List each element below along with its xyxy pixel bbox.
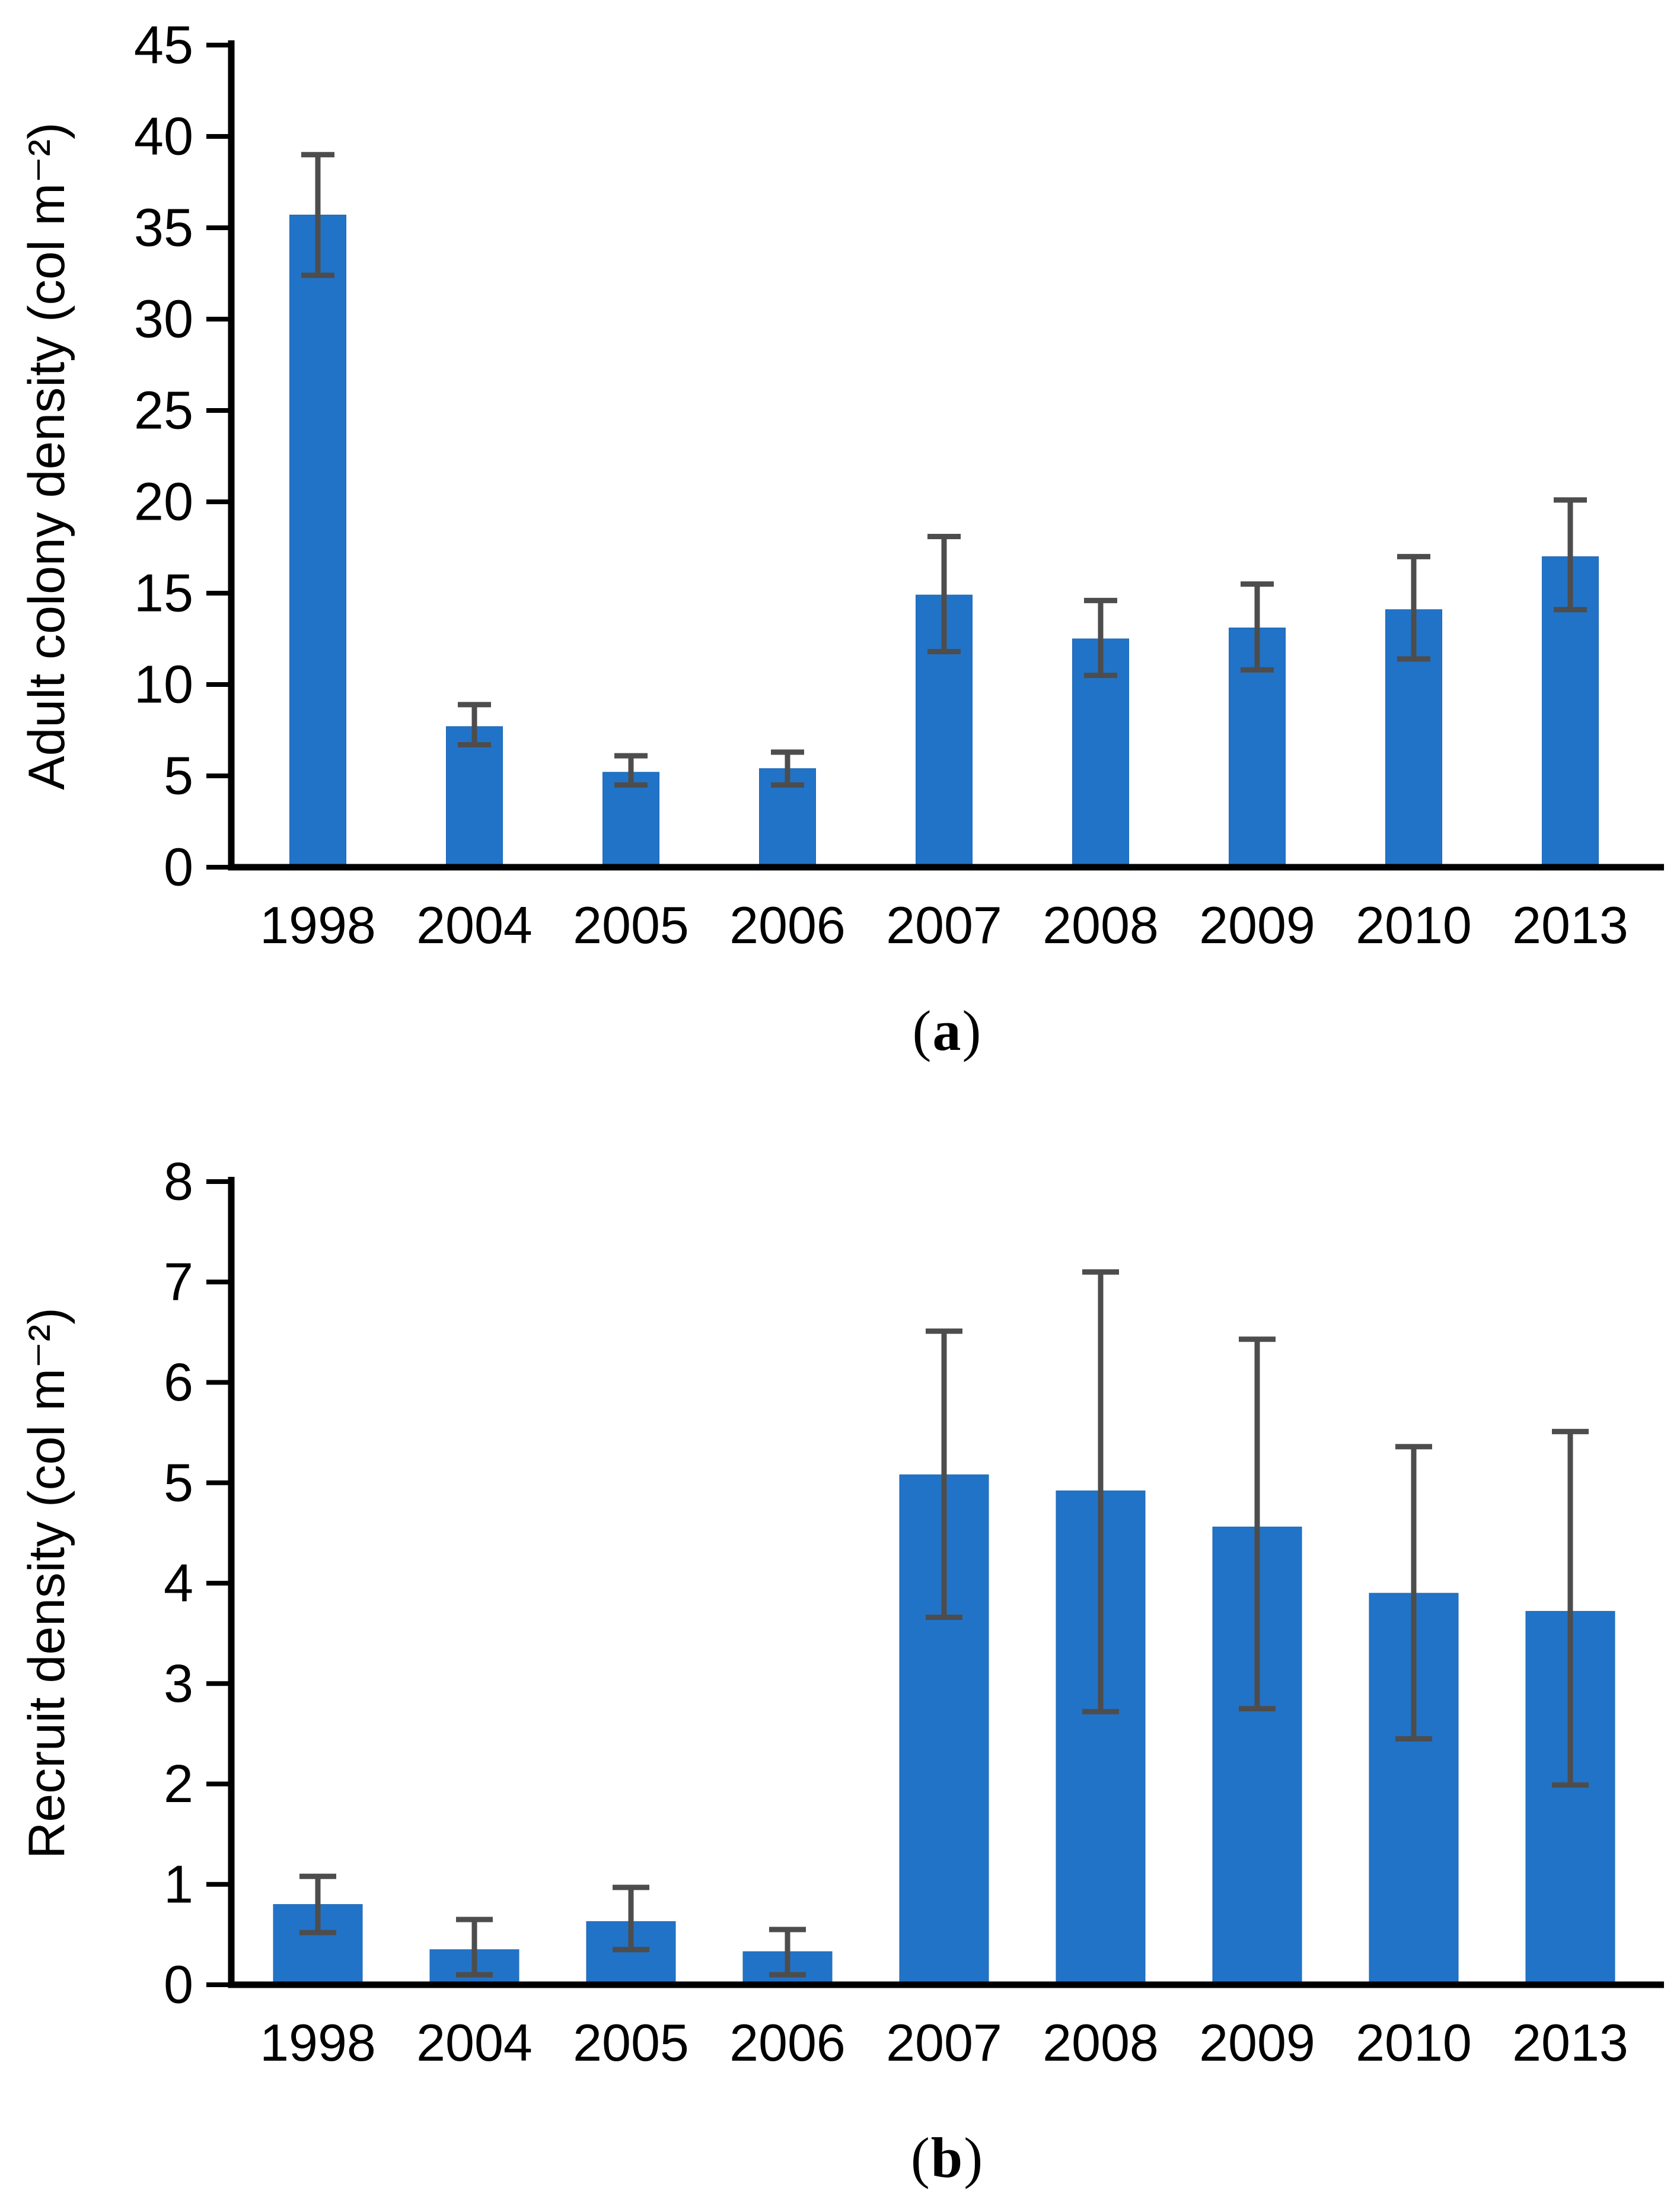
panel-a-x-label-2010: 2010 [1356,896,1472,954]
panel-b-caption: (b) [231,2125,1663,2191]
panel-b-y-tick-label-7: 7 [164,1253,193,1312]
panel-a-x-label-2008: 2008 [1043,896,1159,954]
panel-a-y-tick-label-40: 40 [134,107,193,167]
caption-open-paren: ( [910,2126,931,2189]
panel-b-x-label-2005: 2005 [573,2013,689,2072]
panel-a-x-label-1998: 1998 [260,896,376,954]
panel-b-x-label-2009: 2009 [1199,2013,1315,2072]
panel-b-y-tick-label-6: 6 [164,1353,193,1412]
panel-b-y-tick-label-0: 0 [164,1956,193,2015]
panel-b-x-label-2010: 2010 [1356,2013,1472,2072]
panel-a-x-label-2009: 2009 [1199,896,1315,954]
panel-a-y-tick-label-45: 45 [134,16,193,75]
panel-a-x-label-2004: 2004 [416,896,533,954]
panel-a-x-label-2013: 2013 [1512,896,1628,954]
panel-a-bar-2005 [602,772,659,868]
panel-b-y-tick-label-3: 3 [164,1654,193,1714]
panel-a-bar-2004 [446,726,503,868]
panel-a-y-tick-label-25: 25 [134,381,193,441]
panel-a-bar-1998 [289,214,346,868]
panel-a-x-label-2005: 2005 [573,896,689,954]
panel-a-caption: (a) [231,998,1663,1064]
panel-a-x-label-2007: 2007 [886,896,1002,954]
panel-a-y-tick-label-0: 0 [164,838,193,897]
panel-a-y-tick-label-10: 10 [134,655,193,715]
caption-close-paren: ) [964,2126,984,2189]
panel-a-x-label-2006: 2006 [729,896,846,954]
panel-b-y-tick-label-1: 1 [164,1855,193,1914]
panel-a-y-tick-label-15: 15 [134,564,193,623]
panel-a-y-axis-title: Adult colony density (col m⁻²) [18,122,75,790]
caption-close-paren: ) [962,999,983,1062]
panel-b-letter: b [930,2126,964,2189]
panel-b-y-tick-label-5: 5 [164,1453,193,1513]
panel-a-y-tick-label-35: 35 [134,199,193,258]
panel-b-x-label-2006: 2006 [729,2013,846,2072]
panel-a-y-tick-label-30: 30 [134,290,193,349]
panel-b-y-tick-label-2: 2 [164,1755,193,1814]
panel-a-y-tick-label-5: 5 [164,747,193,806]
panel-b-x-label-2013: 2013 [1512,2013,1628,2072]
panel-b-y-tick-label-8: 8 [164,1153,193,1212]
panel-a-y-tick-label-20: 20 [134,473,193,532]
panel-b-y-axis-title: Recruit density (col m⁻²) [18,1307,75,1858]
panel-b-x-label-2007: 2007 [886,2013,1002,2072]
panel-b-y-tick-label-4: 4 [164,1554,193,1613]
panel-b-x-label-2004: 2004 [416,2013,533,2072]
caption-open-paren: ( [912,999,933,1062]
panel-b-x-label-2008: 2008 [1043,2013,1159,2072]
panel-b-x-label-1998: 1998 [260,2013,376,2072]
panel-a-letter: a [932,999,962,1062]
